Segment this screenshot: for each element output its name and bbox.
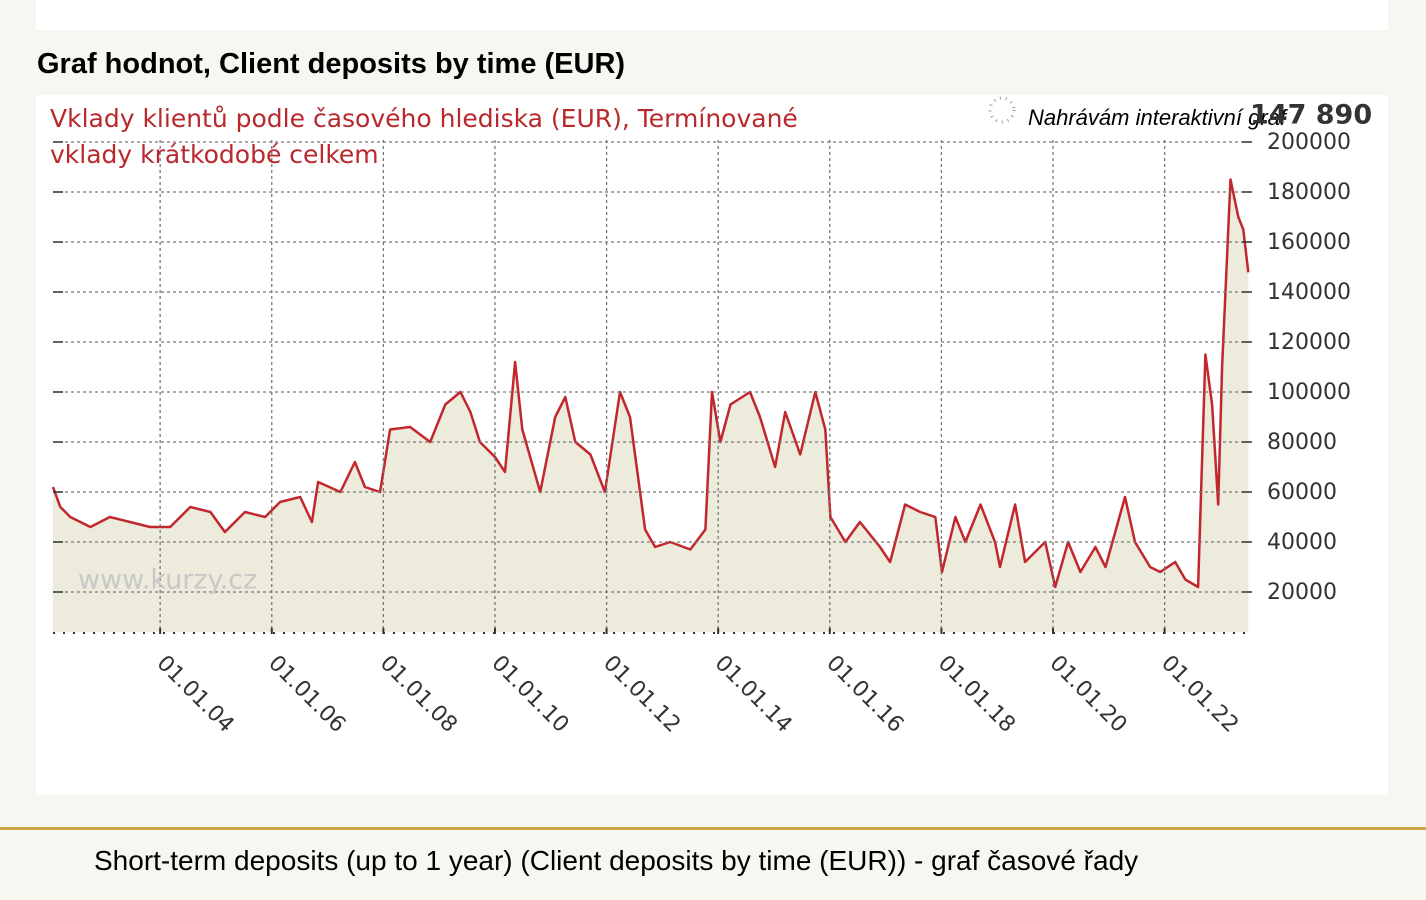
x-tick-label: 01.01.14 xyxy=(710,651,797,738)
x-tick-label: 01.01.16 xyxy=(821,651,908,738)
page-title: Graf hodnot, Client deposits by time (EU… xyxy=(37,48,626,80)
line xyxy=(51,178,1250,589)
y-tick-label: 80000 xyxy=(1267,430,1337,455)
chart-title-line: Vklady klientů podle časového hlediska (… xyxy=(50,104,798,133)
x-tick-label: 01.01.20 xyxy=(1045,651,1132,738)
y-tick-label: 20000 xyxy=(1267,580,1337,605)
loading-spinner xyxy=(988,96,1016,124)
x-tick-label: 01.01.18 xyxy=(933,651,1020,738)
y-tick-label: 180000 xyxy=(1267,180,1351,205)
end-value-label: 147 890 xyxy=(1250,100,1372,131)
grid xyxy=(53,140,1252,634)
x-tick-label: 01.01.04 xyxy=(152,651,239,738)
x-tick-label: 01.01.08 xyxy=(375,651,462,738)
caption: Short-term deposits (up to 1 year) (Clie… xyxy=(94,845,1139,876)
x-tick-label: 01.01.22 xyxy=(1156,651,1243,738)
marks xyxy=(51,178,1250,632)
chart-title-line: vklady krátkodobé celkem xyxy=(50,140,379,169)
watermark: www.kurzy.cz xyxy=(78,565,257,596)
x-tick-label: 01.01.06 xyxy=(263,651,350,738)
y-tick-label: 40000 xyxy=(1267,530,1337,555)
divider xyxy=(0,827,1426,830)
y-tick-label: 160000 xyxy=(1267,230,1351,255)
y-tick-label: 140000 xyxy=(1267,280,1351,305)
area xyxy=(53,179,1249,632)
loading-text: Nahrávám interaktivní graf xyxy=(1028,105,1289,130)
y-tick-label: 200000 xyxy=(1267,130,1351,155)
y-tick-label: 60000 xyxy=(1267,480,1337,505)
y-tick-label: 100000 xyxy=(1267,380,1351,405)
x-tick-label: 01.01.10 xyxy=(486,651,573,738)
x-tick-label: 01.01.12 xyxy=(598,651,685,738)
top-strip xyxy=(36,0,1388,30)
y-tick-label: 120000 xyxy=(1267,330,1351,355)
